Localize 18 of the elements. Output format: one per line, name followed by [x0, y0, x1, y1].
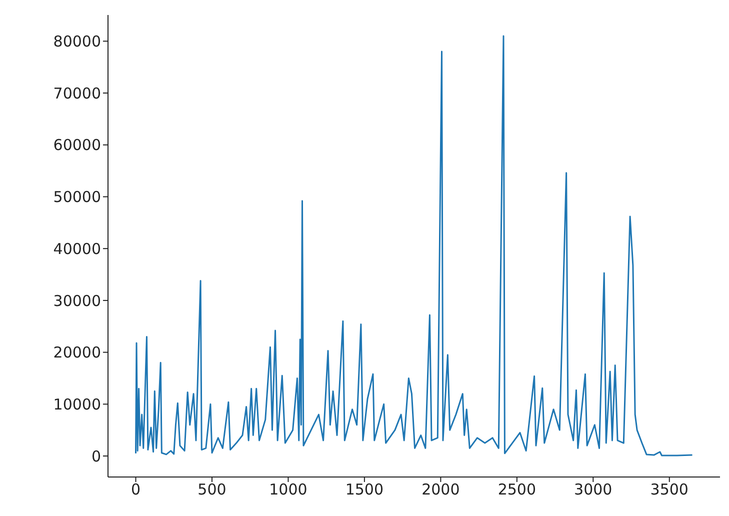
x-tick-label: 500	[198, 480, 226, 499]
x-tick-label: 3000	[574, 480, 612, 499]
y-tick-label: 0	[91, 447, 101, 466]
y-tick-label: 60000	[53, 136, 101, 154]
x-tick-label: 2500	[498, 480, 536, 499]
y-tick-label: 20000	[53, 344, 101, 362]
y-tick-label: 50000	[53, 188, 101, 206]
x-tick-label: 3500	[650, 480, 688, 499]
y-tick-label: 80000	[53, 32, 101, 51]
line-series	[135, 35, 693, 456]
y-tick-label: 70000	[53, 84, 101, 102]
x-tick-label: 2000	[422, 480, 460, 499]
y-tick-label: 10000	[53, 395, 101, 414]
x-tick-label: 1500	[345, 480, 384, 499]
x-tick-label: 0	[130, 480, 141, 499]
y-tick-label: 30000	[53, 292, 101, 310]
y-tick-label: 40000	[53, 240, 101, 258]
x-tick-label: 1000	[269, 480, 308, 499]
